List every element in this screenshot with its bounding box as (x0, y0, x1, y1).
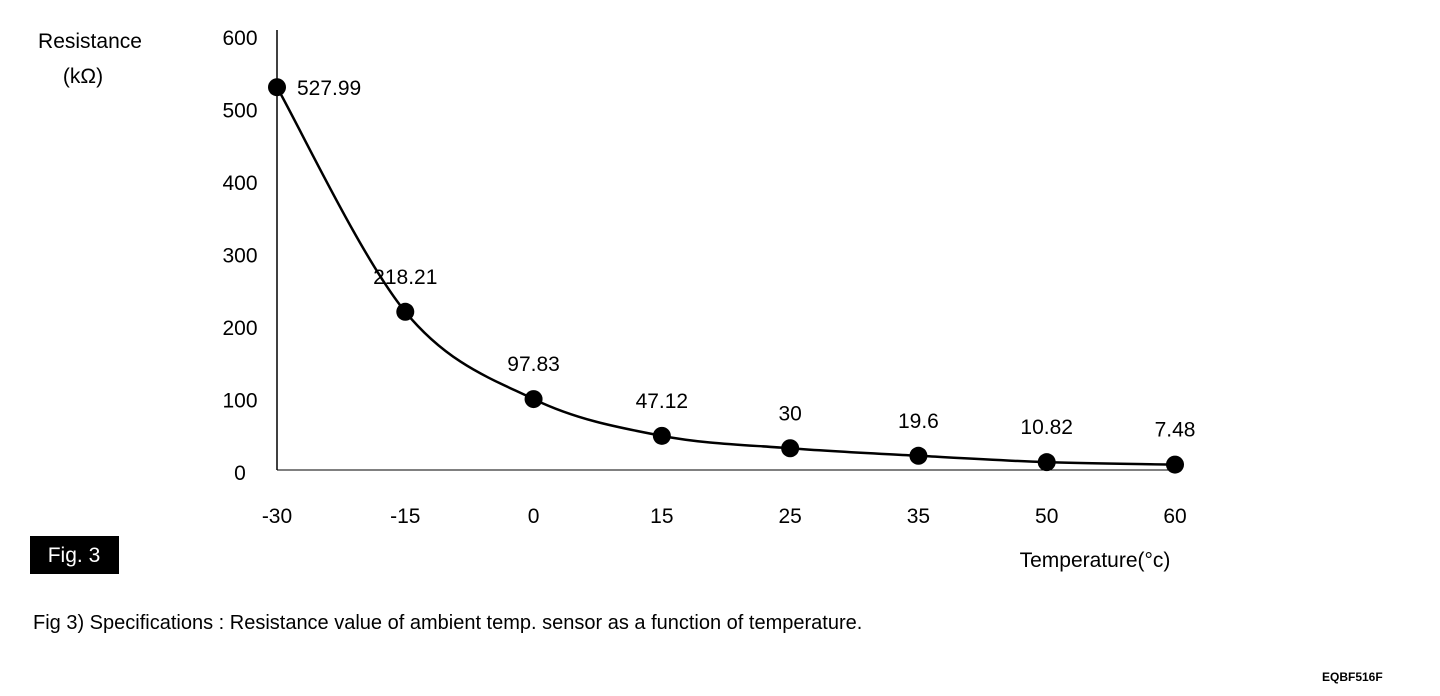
x-tick-label: 0 (528, 505, 540, 528)
figure-caption: Fig 3) Specifications : Resistance value… (33, 612, 862, 634)
y-tick-label: 300 (222, 245, 257, 268)
y-tick-label: 0 (234, 462, 246, 485)
data-label: 97.83 (507, 353, 560, 376)
y-tick-label: 600 (222, 27, 257, 50)
data-label: 47.12 (636, 390, 689, 413)
figure-code: EQBF516F (1322, 670, 1383, 684)
data-point (268, 78, 286, 97)
x-tick-label: 50 (1035, 505, 1058, 528)
x-tick-label: -30 (262, 505, 292, 528)
data-point (1166, 455, 1184, 474)
y-tick-label: 500 (222, 100, 257, 123)
data-point (396, 302, 415, 321)
data-label: 19.6 (898, 410, 939, 433)
data-label: 218.21 (373, 266, 437, 289)
data-point (909, 446, 928, 465)
x-axis-label: Temperature(°c) (1020, 549, 1171, 572)
y-tick-label: 200 (222, 317, 257, 340)
data-point (781, 439, 800, 458)
y-tick-label: 100 (222, 390, 257, 413)
data-label: 30 (778, 402, 801, 425)
data-point (652, 426, 671, 445)
y-tick-label: 400 (222, 172, 257, 195)
data-label: 10.82 (1020, 416, 1073, 439)
x-tick-label: 25 (778, 505, 801, 528)
y-axis-unit: (kΩ) (63, 65, 103, 88)
figure-badge: Fig. 3 (48, 544, 101, 567)
y-axis-label: Resistance (38, 30, 142, 53)
figure-badge-bg (30, 536, 119, 574)
data-point (1037, 453, 1056, 472)
x-tick-label: 35 (907, 505, 930, 528)
x-tick-label: 15 (650, 505, 673, 528)
x-tick-label: -15 (390, 505, 420, 528)
data-point (524, 390, 543, 409)
x-tick-label: 60 (1163, 505, 1186, 528)
data-label: 7.48 (1155, 419, 1196, 442)
data-label: 527.99 (297, 77, 361, 100)
